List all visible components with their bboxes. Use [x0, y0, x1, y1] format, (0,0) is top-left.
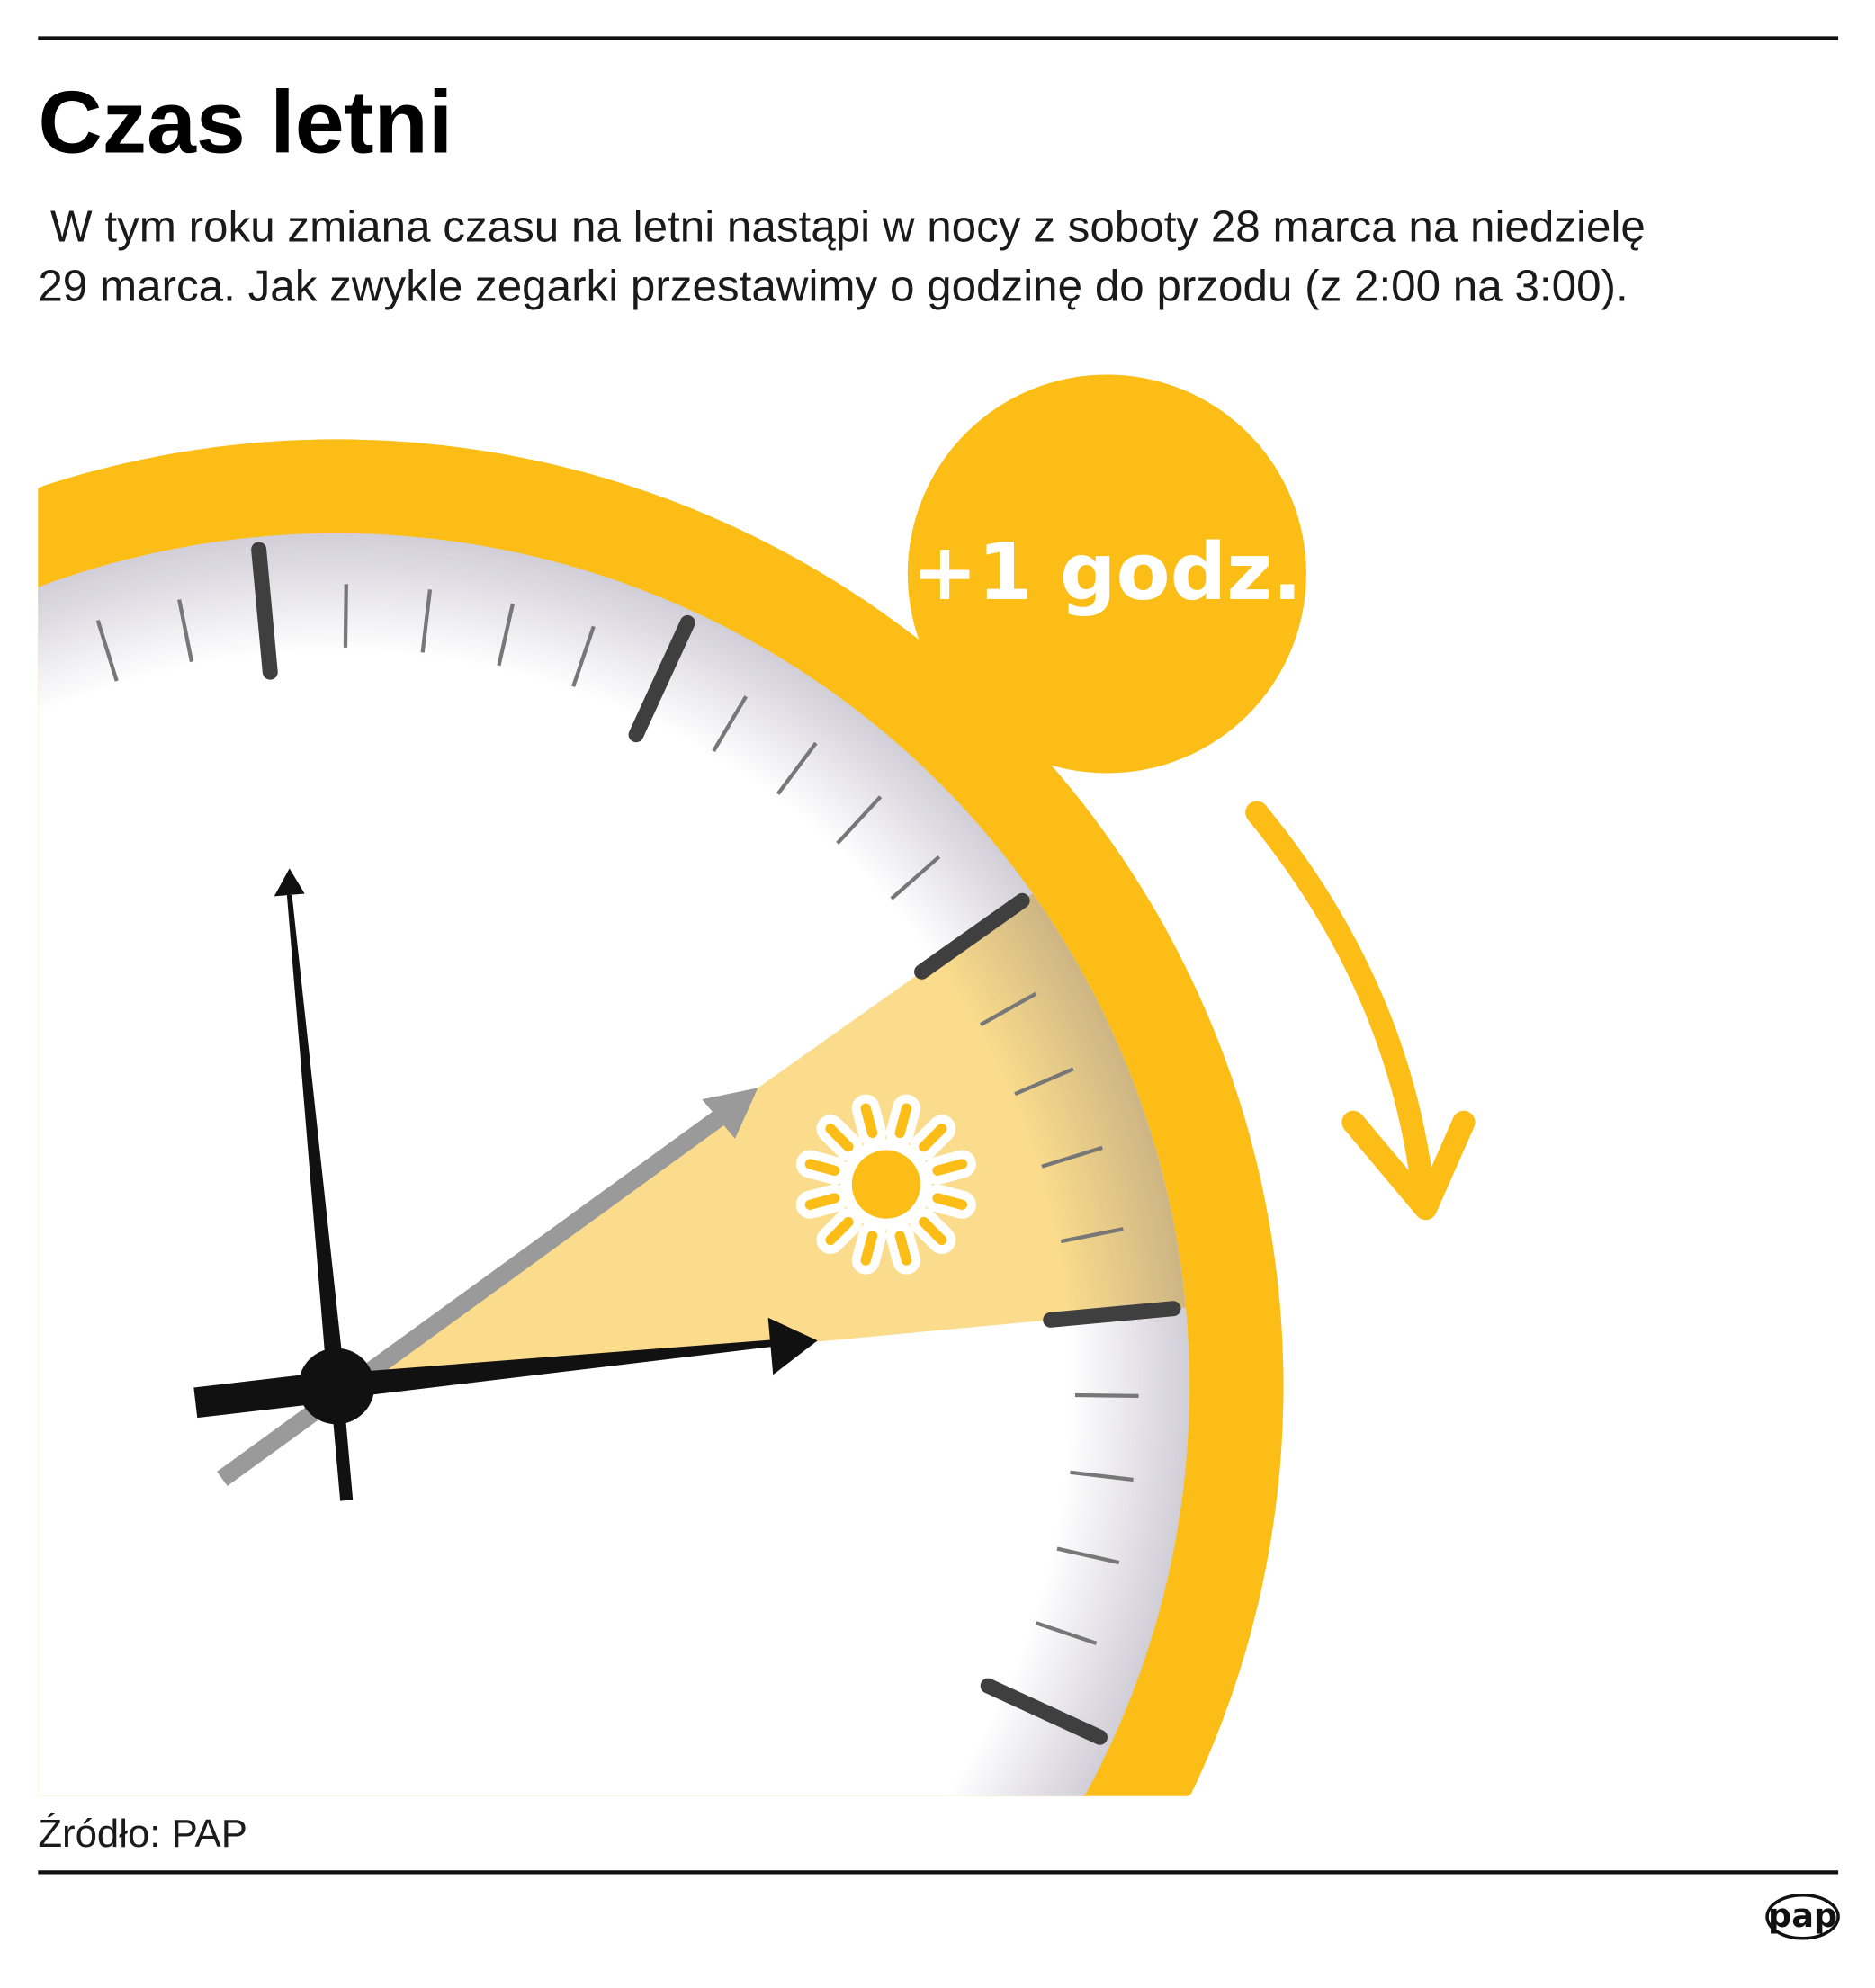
major-tick [1043, 1301, 1181, 1328]
source-label: Źródło: PAP [38, 1812, 247, 1856]
description-line-1: W tym roku zmiana czasu na letni nastąpi… [38, 201, 1646, 251]
minor-tick [1041, 1145, 1103, 1169]
sun-ray [860, 1103, 878, 1139]
clock-hub [298, 1348, 375, 1425]
pap-logo-text: pap [1768, 1896, 1837, 1935]
sun-ray [932, 1159, 967, 1176]
minor-tick [1056, 1546, 1120, 1565]
sun-core [851, 1150, 920, 1219]
major-tick [251, 542, 278, 680]
description-line-2: 29 marca. Jak zwykle zegarki przestawimy… [38, 262, 1628, 311]
pap-logo: pap [1765, 1894, 1840, 1940]
minor-tick [1036, 1621, 1098, 1645]
minor-tick [1075, 1392, 1139, 1398]
minor-tick [776, 741, 818, 795]
face-shadow [38, 533, 1190, 1796]
minor-tick [712, 695, 748, 752]
minor-tick [890, 855, 941, 900]
sun-ray [894, 1231, 912, 1266]
minor-tick [1014, 1067, 1074, 1097]
minor-tick [497, 603, 516, 667]
sun-ray [825, 1216, 854, 1246]
major-tick [914, 892, 1030, 980]
minor-tick [343, 584, 348, 648]
sun-ray [919, 1216, 947, 1246]
sun-icon [795, 1094, 976, 1275]
sun-ray [932, 1193, 967, 1210]
sun-ray [804, 1193, 840, 1210]
minor-tick [1070, 1470, 1134, 1482]
curved-arrow-down-icon [1245, 801, 1476, 1221]
minor-tick [420, 589, 433, 653]
minor-tick [1060, 1227, 1124, 1244]
clock [38, 439, 1284, 1796]
minor-tick [177, 599, 194, 663]
minor-tick [95, 619, 119, 682]
plus-one-hour-badge: +1 godz. [907, 374, 1306, 774]
sun-ray [894, 1103, 912, 1139]
sun-ray [919, 1124, 947, 1152]
sun-ray [804, 1159, 840, 1176]
hour-hand-old-gray [217, 1088, 758, 1486]
major-tick [628, 614, 695, 743]
major-tick [980, 1678, 1108, 1745]
sun-ray [860, 1231, 878, 1266]
minor-tick [836, 795, 883, 845]
clock-ticks [95, 542, 1181, 1745]
minor-tick [571, 625, 596, 687]
badge-text: +1 godz. [911, 526, 1302, 618]
page-title: Czas letni [38, 73, 453, 172]
minor-tick [979, 991, 1037, 1026]
sun-ray [825, 1124, 854, 1152]
